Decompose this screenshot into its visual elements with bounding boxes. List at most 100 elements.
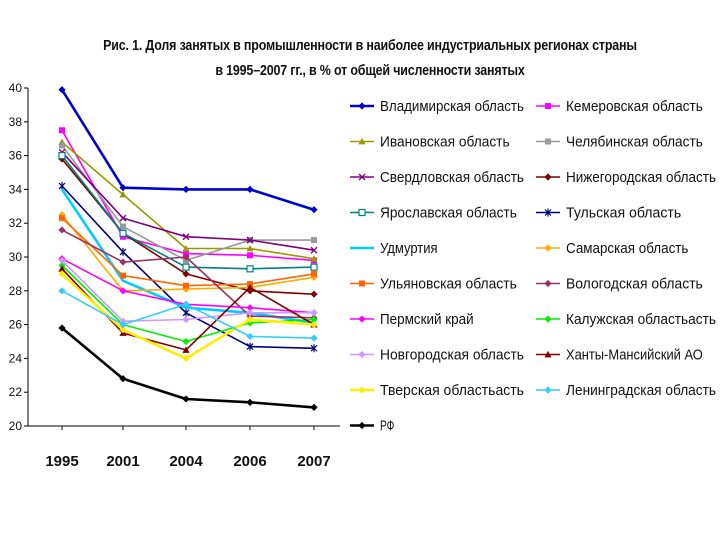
legend-item: Кемеровская область xyxy=(536,98,703,115)
legend-label: Тверская областьасть xyxy=(380,382,524,399)
data-point xyxy=(310,315,318,324)
data-point xyxy=(310,309,318,317)
data-point xyxy=(58,324,66,332)
data-point xyxy=(246,185,254,193)
legend-item: Челябинская область xyxy=(536,134,703,151)
x-tick-label: 2004 xyxy=(169,453,203,470)
legend-label: Ханты-Мансийский АО xyxy=(566,347,703,364)
legend-swatch-marker xyxy=(544,386,552,394)
y-tick-label: 20 xyxy=(9,419,23,433)
y-tick-label: 32 xyxy=(9,216,23,230)
data-point xyxy=(310,263,318,271)
legend-swatch-marker xyxy=(358,137,366,145)
data-point xyxy=(246,398,254,406)
legend-item: Ханты-Мансийский АО xyxy=(536,347,703,364)
legend-swatch-marker xyxy=(545,103,551,109)
data-point xyxy=(58,226,66,234)
data-point xyxy=(58,86,66,94)
series-line xyxy=(61,141,315,260)
data-point xyxy=(246,265,254,273)
y-tick-label: 22 xyxy=(9,385,23,399)
series-15 xyxy=(58,256,318,325)
data-point xyxy=(119,258,127,266)
data-point xyxy=(59,127,65,134)
legend-item: Пермский край xyxy=(350,311,474,328)
legend-item: Самарская область xyxy=(536,240,689,257)
legend-label: Ивановская область xyxy=(380,134,510,151)
legend-swatch-marker xyxy=(358,102,366,110)
data-point xyxy=(182,300,190,308)
data-point xyxy=(120,223,126,230)
data-point xyxy=(58,152,66,160)
y-tick-label: 24 xyxy=(9,351,23,365)
data-point xyxy=(310,321,318,329)
legend: Владимирская область Кемеровская область И… xyxy=(350,98,716,435)
data-point xyxy=(246,304,254,312)
data-point xyxy=(246,283,254,291)
legend-item: Владимирская область xyxy=(350,98,524,115)
data-point xyxy=(58,256,66,264)
legend-label: Удмуртия xyxy=(380,240,438,257)
data-point xyxy=(58,265,66,272)
data-point xyxy=(246,236,254,244)
data-point xyxy=(310,290,318,298)
data-point xyxy=(182,354,190,362)
data-point xyxy=(310,206,318,214)
y-tick-label: 36 xyxy=(9,149,23,163)
y-tick-label: 40 xyxy=(9,81,23,95)
y-tick-label: 34 xyxy=(9,182,23,196)
legend-item: Нижегородская область xyxy=(536,169,716,186)
data-point xyxy=(182,315,190,324)
legend-item: Ивановская область xyxy=(350,134,510,151)
legend-label: Ярославская область xyxy=(380,205,517,222)
legend-swatch-marker xyxy=(545,138,551,145)
series-7 xyxy=(58,152,318,273)
data-point xyxy=(182,233,190,241)
data-point xyxy=(310,334,318,342)
legend-item: Новгородская область xyxy=(350,347,524,364)
legend-label: Ульяновская область xyxy=(380,276,517,293)
data-point xyxy=(246,315,254,324)
legend-label: Пермский край xyxy=(380,311,474,328)
data-point xyxy=(119,375,127,383)
data-point xyxy=(119,229,127,237)
x-tick-label: 2006 xyxy=(233,453,266,470)
chart-title-line1: Рис. 1. Доля занятых в промышленности в … xyxy=(103,38,637,54)
legend-item: Ульяновская область xyxy=(350,276,517,293)
series-line xyxy=(60,89,315,211)
series-1 xyxy=(58,86,318,214)
legend-item: Тверская областьасть xyxy=(350,382,524,399)
legend-item: Ленинградская область xyxy=(536,382,716,399)
data-point xyxy=(182,337,190,346)
legend-swatch-marker xyxy=(544,244,552,252)
series-8 xyxy=(58,182,318,353)
data-point xyxy=(58,182,66,191)
legend-label: Челябинская область xyxy=(566,134,703,151)
legend-swatch-marker xyxy=(544,208,552,217)
legend-item: Тульская область xyxy=(536,205,681,222)
data-point xyxy=(182,270,190,278)
legend-swatch-marker xyxy=(358,315,366,323)
legend-label: Тульская область xyxy=(566,205,681,222)
series-18 xyxy=(58,287,318,342)
data-point xyxy=(246,244,254,252)
legend-swatch-marker xyxy=(544,315,552,323)
legend-label: Нижегородская область xyxy=(566,169,716,186)
legend-label: Самарская область xyxy=(566,240,689,257)
y-tick-label: 38 xyxy=(9,115,23,129)
data-point xyxy=(58,270,66,278)
data-point xyxy=(247,252,253,259)
legend-item: Вологодская область xyxy=(536,276,703,293)
data-point xyxy=(246,309,254,317)
data-point xyxy=(182,263,190,271)
y-tick-label: 26 xyxy=(9,318,23,332)
data-point xyxy=(119,247,127,256)
data-point xyxy=(182,346,190,353)
data-point xyxy=(182,308,190,317)
legend-label: Калужская областьасть xyxy=(566,311,716,328)
data-point xyxy=(246,332,254,341)
legend-item: РФ xyxy=(350,418,394,435)
legend-label: Владимирская область xyxy=(380,98,524,115)
legend-label: Вологодская область xyxy=(566,276,703,293)
